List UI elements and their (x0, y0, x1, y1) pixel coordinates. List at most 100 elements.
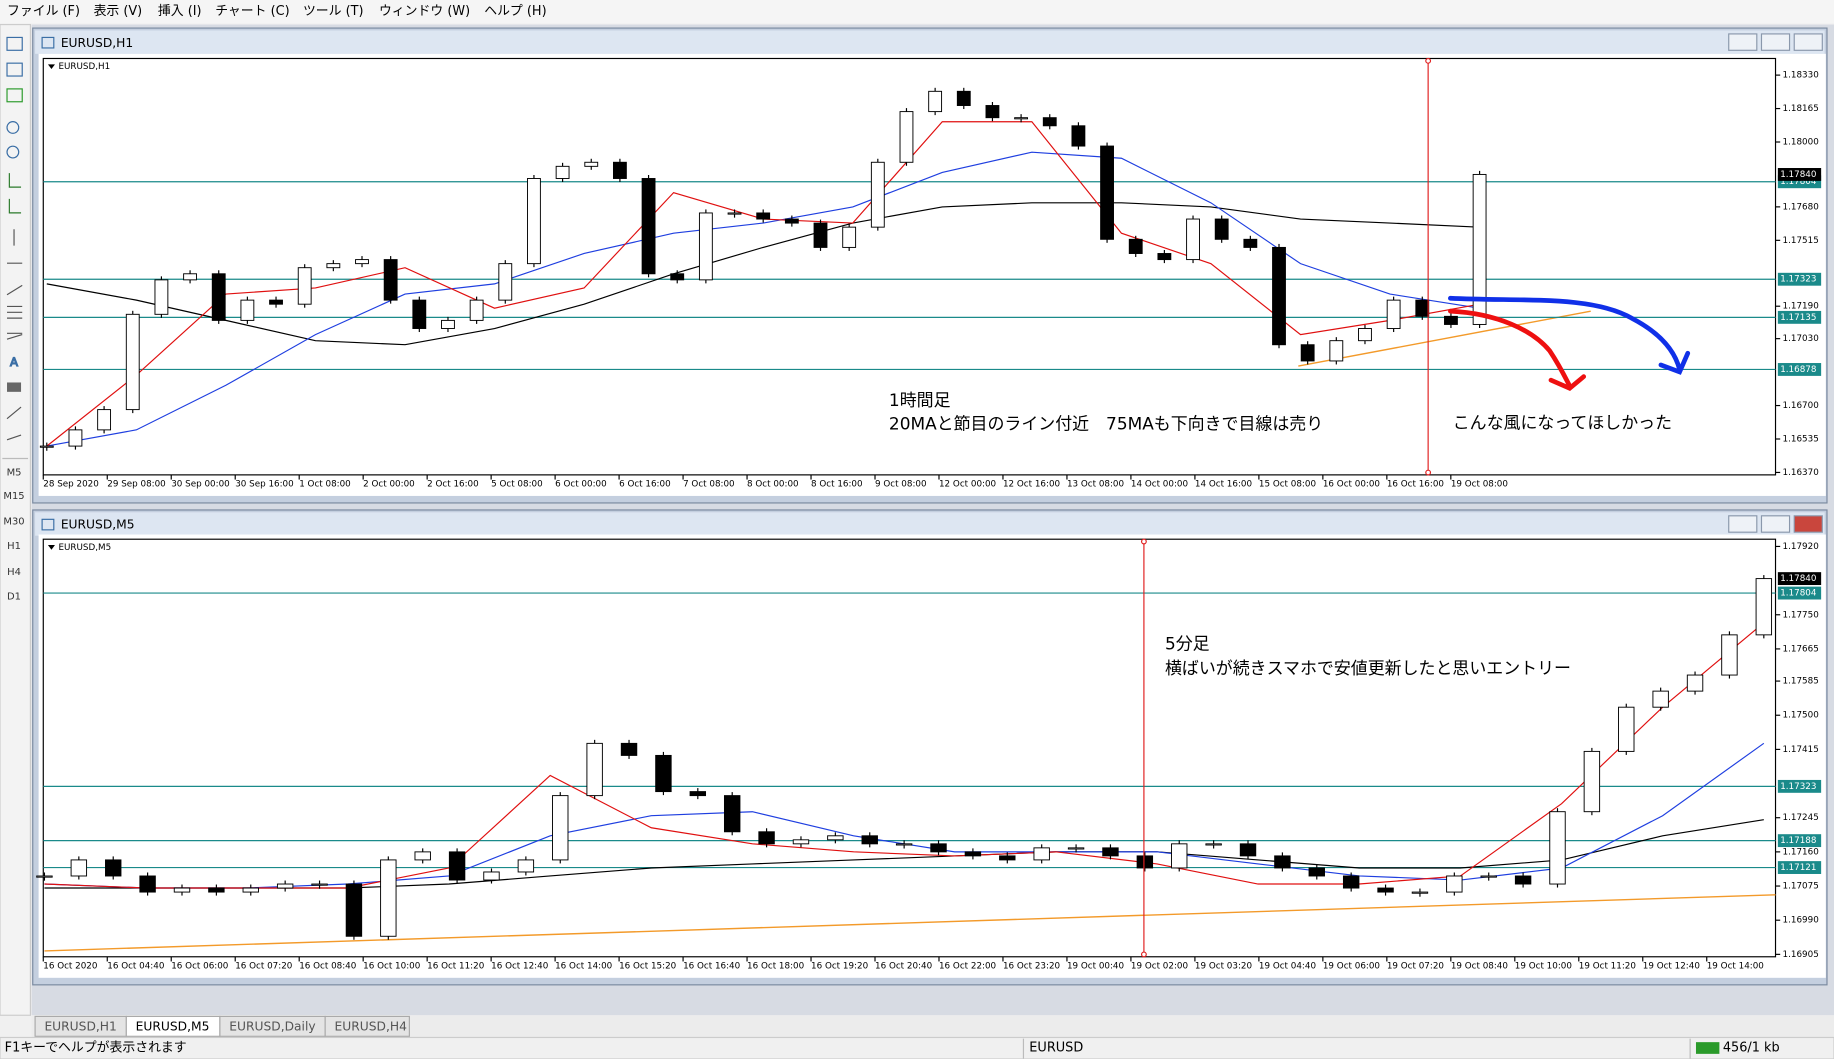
candle (552, 795, 569, 861)
time-label: 16 Oct 18:00 (747, 962, 804, 972)
icon[interactable] (6, 62, 23, 77)
candle (1480, 875, 1497, 878)
time-label: 16 Oct 16:40 (683, 962, 740, 972)
icon[interactable] (6, 121, 20, 134)
candle (1652, 690, 1669, 708)
time-label: 9 Oct 08:00 (875, 480, 927, 490)
time-label: 19 Oct 07:20 (1387, 962, 1444, 972)
price-tick-label: 1.18000 (1783, 138, 1819, 148)
timeframe-button[interactable]: M15 (3, 491, 24, 502)
menu-item[interactable]: 挿入 (I) (158, 4, 202, 19)
menu-item[interactable]: ツール (T) (303, 4, 364, 19)
candle (448, 851, 466, 881)
tab-label[interactable]: EURUSD,Daily (229, 1019, 315, 1033)
window-button[interactable] (1728, 33, 1758, 51)
candle (70, 859, 88, 877)
candle (1042, 117, 1057, 127)
timeframe-button[interactable]: H1 (7, 541, 21, 552)
candle (1618, 706, 1635, 752)
menu-item[interactable]: ヘルプ (H) (484, 4, 546, 19)
tab-label[interactable]: EURUSD,H1 (44, 1019, 116, 1033)
price-tick-label: 1.16990 (1783, 916, 1819, 926)
candle (1583, 750, 1601, 813)
window-button[interactable] (1793, 33, 1823, 51)
candle (380, 859, 397, 937)
candle (964, 851, 982, 857)
candle (1014, 117, 1029, 120)
window-button[interactable] (1793, 515, 1823, 533)
candle (1514, 875, 1532, 885)
level-label-box (1777, 310, 1822, 324)
menu-item[interactable]: ウィンドウ (W) (379, 4, 470, 19)
time-label: 29 Sep 08:00 (107, 480, 166, 490)
candle (125, 313, 140, 411)
price-tick-label: 1.18165 (1783, 104, 1819, 114)
price-tick-label: 1.18330 (1783, 71, 1819, 81)
menu-item[interactable]: チャート (C) (215, 4, 289, 19)
tab[interactable] (324, 1015, 410, 1037)
window-title: EURUSD,H1 (61, 36, 133, 50)
icon[interactable] (6, 145, 20, 159)
tab-label[interactable]: EURUSD,M5 (136, 1019, 210, 1033)
icon[interactable] (8, 173, 22, 214)
timeframe-button[interactable]: H4 (7, 567, 21, 578)
level-label: 1.17121 (1780, 863, 1816, 873)
candle (827, 835, 844, 841)
time-label: 6 Oct 16:00 (619, 480, 671, 490)
price-tick-label: 1.17245 (1783, 813, 1819, 823)
candle (1243, 238, 1258, 248)
candle (105, 859, 122, 877)
price-tick-label: 1.17190 (1783, 302, 1819, 312)
timeframe-button[interactable]: M5 (7, 468, 22, 479)
current-price-label: 1.17840 (1780, 170, 1816, 180)
candle (1377, 887, 1394, 893)
time-label: 19 Oct 00:40 (1067, 962, 1124, 972)
candle (527, 178, 541, 265)
vertical-line-handle (1425, 57, 1432, 64)
time-label: 8 Oct 00:00 (747, 480, 799, 490)
icon[interactable] (7, 382, 22, 392)
time-label: 7 Oct 08:00 (683, 480, 735, 490)
window-button[interactable] (1760, 33, 1791, 51)
hand-drawn-blue-arrowhead (1658, 350, 1691, 375)
time-label: 30 Sep 16:00 (235, 480, 294, 490)
icon[interactable]: A (9, 355, 18, 370)
time-label: 1 Oct 08:00 (299, 480, 351, 490)
candle (756, 212, 771, 220)
icon[interactable] (6, 88, 23, 103)
menu-item[interactable]: 表示 (V) (94, 4, 143, 19)
time-label: 16 Oct 00:00 (1323, 480, 1380, 490)
candle (154, 279, 169, 315)
time-label: 30 Sep 00:00 (171, 480, 230, 490)
status-symbol: EURUSD (1029, 1041, 1083, 1056)
level-label-box (1777, 586, 1822, 600)
annotation: 横ばいが続きスマホで安値更新したと思いエントリー (1165, 658, 1571, 678)
price-tick-label: 1.16905 (1783, 950, 1819, 960)
candle (899, 111, 914, 163)
icon[interactable] (6, 36, 23, 51)
price-tick-label: 1.17415 (1783, 745, 1819, 755)
hand-drawn-blue-arrow (1448, 295, 1682, 372)
candle (1415, 299, 1430, 317)
level-label: 1.16878 (1780, 365, 1816, 375)
candle (641, 178, 656, 275)
time-label: 14 Oct 00:00 (1131, 480, 1188, 490)
window-button[interactable] (1760, 515, 1791, 533)
chart-label-marker (47, 64, 55, 70)
time-label: 5 Oct 08:00 (491, 480, 543, 490)
window-button[interactable] (1728, 515, 1758, 533)
menu-item[interactable]: ファイル (F) (7, 4, 80, 19)
candle (345, 883, 363, 937)
candle (1686, 674, 1704, 692)
candle (1721, 634, 1738, 676)
candle (1274, 855, 1291, 869)
tab-label[interactable]: EURUSD,H4 (335, 1019, 408, 1033)
timeframe-button[interactable]: M30 (3, 517, 24, 528)
time-label: 19 Oct 12:40 (1643, 962, 1700, 972)
icon[interactable] (6, 406, 22, 441)
icon[interactable] (6, 229, 23, 340)
time-label: 19 Oct 14:00 (1707, 962, 1764, 972)
status-traffic: 456/1 kb (1723, 1041, 1780, 1056)
timeframe-button[interactable]: D1 (7, 592, 21, 603)
